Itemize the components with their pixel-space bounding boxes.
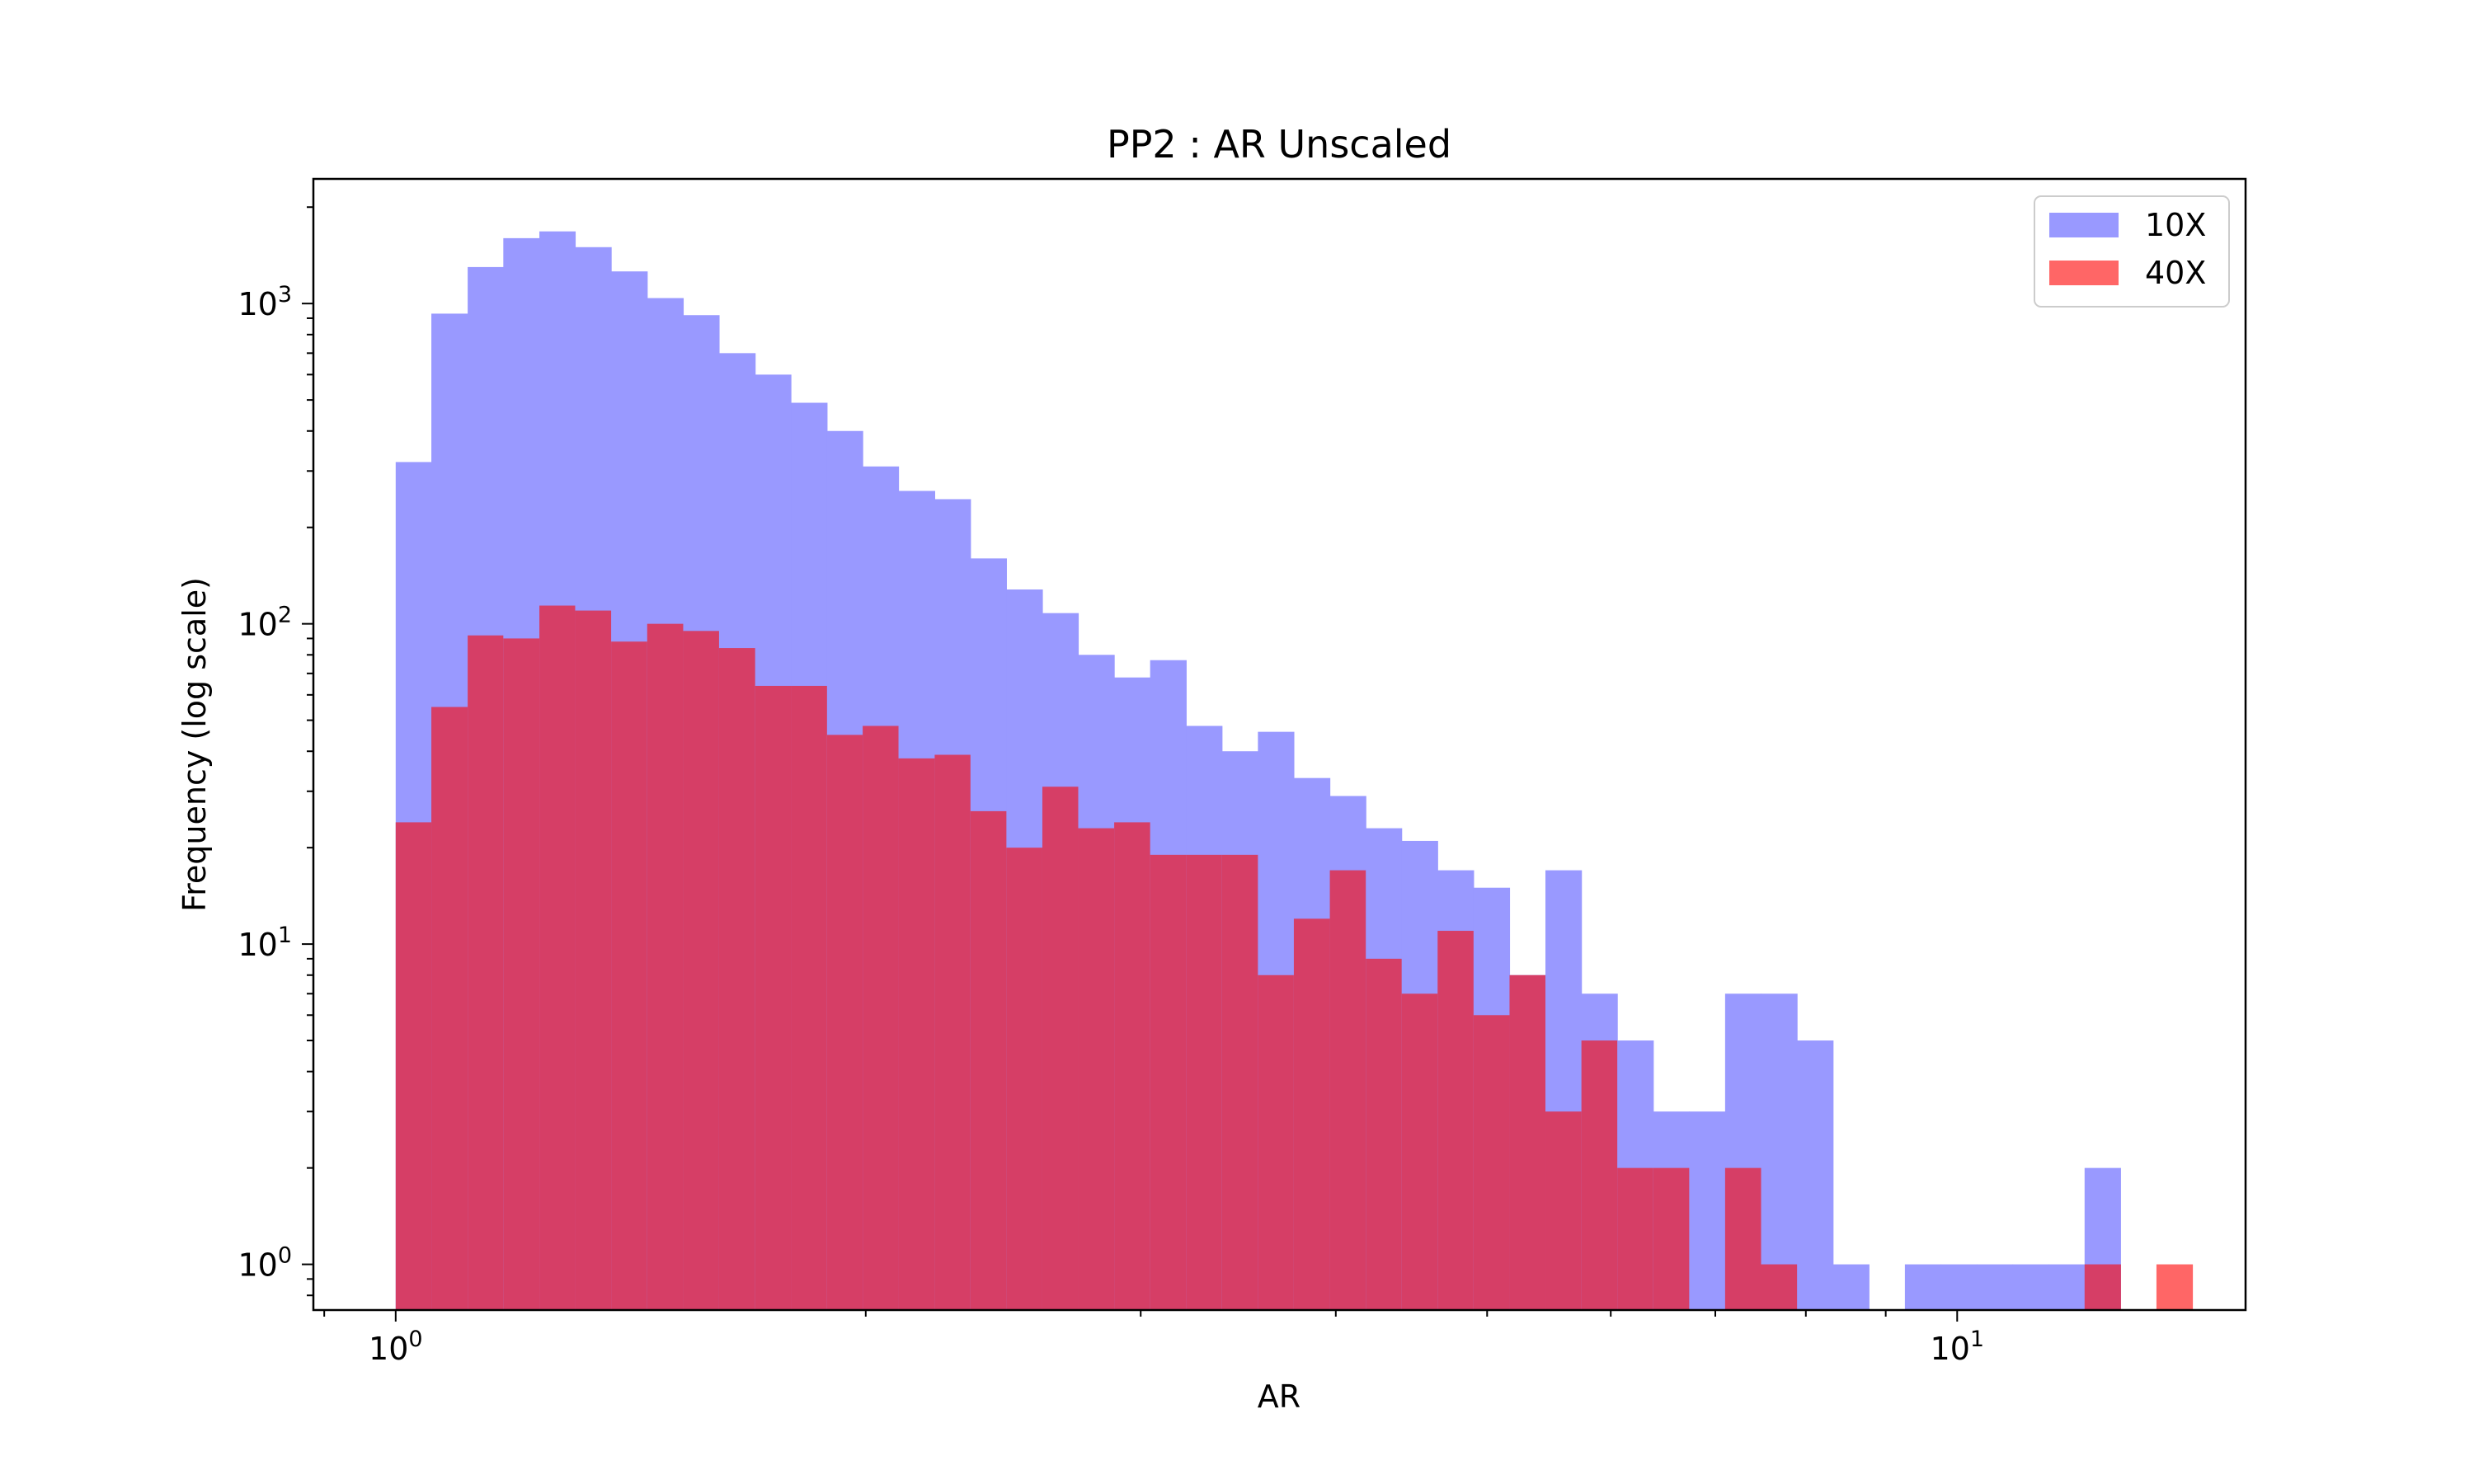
bar-40x-20 [1114, 822, 1151, 1310]
bar-40x-11 [791, 685, 828, 1310]
bar-10x-40 [1832, 1264, 1870, 1310]
bar-40x-15 [934, 754, 971, 1310]
x-axis-label: AR [1258, 1378, 1300, 1415]
plot-frame [312, 177, 2247, 1312]
chart-title: PP2 : AR Unscaled [1107, 122, 1451, 167]
bar-40x-16 [970, 810, 1007, 1310]
y-tick-label: 103 [238, 282, 292, 322]
bar-40x-31 [1509, 974, 1546, 1310]
histogram-bars [395, 231, 2194, 1311]
bar-40x-5 [575, 610, 612, 1310]
y-axis-ticks: 100 101 102 103 [238, 206, 313, 1297]
y-tick-label: 101 [238, 923, 292, 963]
bar-40x-9 [718, 648, 756, 1310]
bar-40x-4 [539, 605, 576, 1310]
bar-10x-38 [1761, 993, 1798, 1310]
bar-40x-19 [1078, 828, 1115, 1310]
bar-10x-44 [1977, 1264, 2014, 1310]
bar-10x-46 [2048, 1264, 2086, 1310]
y-tick-label: 100 [238, 1243, 292, 1284]
x-tick-label: 101 [1931, 1327, 1985, 1367]
bar-40x-47 [2084, 1264, 2121, 1310]
bar-40x-21 [1150, 854, 1187, 1310]
y-axis-label: Frequency (log scale) [176, 577, 213, 912]
bar-40x-13 [863, 726, 900, 1310]
bar-40x-25 [1293, 918, 1331, 1310]
bar-40x-12 [826, 735, 863, 1310]
bar-10x-45 [2012, 1264, 2049, 1310]
legend-label-40x: 40X [2145, 255, 2206, 291]
bar-40x-26 [1329, 870, 1366, 1310]
bar-40x-7 [647, 623, 684, 1310]
bar-40x-18 [1042, 787, 1079, 1310]
bar-40x-24 [1258, 974, 1295, 1310]
bar-40x-10 [755, 685, 792, 1310]
bar-40x-2 [468, 635, 504, 1310]
bar-40x-38 [1761, 1264, 1798, 1310]
bar-40x-6 [611, 641, 648, 1310]
bar-40x-29 [1437, 931, 1475, 1310]
bar-40x-14 [898, 758, 935, 1310]
bar-40x-0 [395, 822, 432, 1310]
legend: 10X 40X [2034, 195, 2230, 308]
bar-40x-28 [1401, 993, 1438, 1310]
bar-40x-34 [1617, 1167, 1654, 1310]
bar-10x-42 [1904, 1264, 1942, 1310]
bar-40x-37 [1724, 1167, 1762, 1310]
bar-40x-22 [1186, 854, 1223, 1310]
bar-40x-49 [2156, 1264, 2194, 1310]
x-axis-ticks: 100 101 [323, 1310, 1985, 1367]
bar-40x-8 [683, 631, 720, 1310]
bar-40x-3 [503, 638, 540, 1310]
bar-10x-39 [1797, 1040, 1834, 1310]
x-tick-label: 100 [369, 1327, 423, 1367]
bar-40x-33 [1581, 1040, 1618, 1310]
legend-swatch-10x [2049, 213, 2119, 237]
y-tick-label: 102 [238, 603, 292, 643]
bar-40x-30 [1473, 1015, 1511, 1310]
legend-label-10x: 10X [2145, 207, 2206, 243]
bar-10x-43 [1940, 1264, 1978, 1310]
bar-10x-36 [1689, 1111, 1726, 1310]
bar-40x-23 [1221, 854, 1258, 1310]
bar-40x-32 [1545, 1111, 1583, 1310]
bar-40x-35 [1653, 1167, 1690, 1310]
legend-swatch-40x [2049, 261, 2119, 285]
bar-40x-1 [431, 707, 468, 1310]
bar-40x-17 [1006, 848, 1043, 1310]
bar-40x-27 [1366, 958, 1403, 1310]
